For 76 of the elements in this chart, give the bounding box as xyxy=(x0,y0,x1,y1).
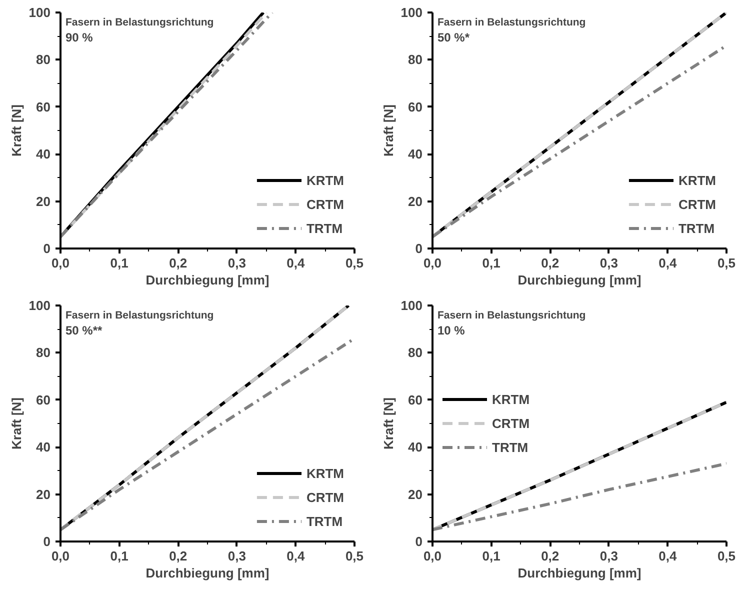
legend-label: CRTM xyxy=(306,490,344,504)
y-axis-title: Kraft [N] xyxy=(8,104,24,156)
x-tick-label: 0,2 xyxy=(541,548,560,564)
x-tick-label: 0,5 xyxy=(717,548,736,564)
legend-label: TRTM xyxy=(678,220,715,236)
y-tick-label: 20 xyxy=(36,194,51,209)
y-axis-title: Kraft [N] xyxy=(8,397,24,450)
y-tick-label: 0 xyxy=(415,241,423,256)
x-tick-label: 0,3 xyxy=(228,256,246,270)
x-axis-title: Durchbiegung [mm] xyxy=(146,566,270,580)
x-tick-label: 0,0 xyxy=(423,256,442,270)
legend-label: TRTM xyxy=(306,220,343,236)
text: 50 %* xyxy=(438,30,470,44)
text: 50 %** xyxy=(66,324,103,338)
x-tick-label: 0,5 xyxy=(345,256,364,270)
legend-label: TRTM xyxy=(492,440,528,454)
x-tick-label: 0,5 xyxy=(345,548,364,564)
y-axis-title: Kraft [N] xyxy=(380,397,396,450)
x-tick-label: 0,1 xyxy=(110,548,128,564)
y-tick-label: 0 xyxy=(415,534,423,549)
y-tick-label: 80 xyxy=(408,345,423,360)
y-tick-label: 0 xyxy=(43,534,51,549)
x-tick-label: 0,3 xyxy=(228,548,246,564)
legend-label: CRTM xyxy=(306,196,344,212)
y-tick-label: 60 xyxy=(36,99,51,114)
x-tick-label: 0,3 xyxy=(600,256,618,270)
x-axis-title: Durchbiegung [mm] xyxy=(146,272,270,288)
y-tick-label: 80 xyxy=(36,345,51,360)
x-tick-label: 0,0 xyxy=(51,548,70,564)
legend-label: CRTM xyxy=(492,416,530,430)
chart-title: Fasern in Belastungsrichtung xyxy=(66,310,214,322)
y-tick-label: 0 xyxy=(43,241,51,256)
x-tick-label: 0,4 xyxy=(658,256,678,270)
x-axis-title: Durchbiegung [mm] xyxy=(518,272,642,288)
legend-label: KRTM xyxy=(492,392,530,406)
y-axis-title: Kraft [N] xyxy=(380,104,396,156)
x-tick-label: 0,1 xyxy=(482,548,500,564)
y-tick-label: 80 xyxy=(36,52,51,68)
y-tick-label: 60 xyxy=(36,392,51,408)
y-tick-label: 60 xyxy=(408,392,423,408)
legend-label: KRTM xyxy=(678,172,716,188)
x-tick-label: 0,1 xyxy=(482,256,500,270)
y-tick-label: 40 xyxy=(408,440,423,455)
x-tick-label: 0,3 xyxy=(600,548,618,564)
legend-label: TRTM xyxy=(306,514,343,528)
y-tick-label: 80 xyxy=(408,52,423,68)
y-tick-label: 100 xyxy=(28,5,51,20)
x-tick-label: 0,2 xyxy=(169,548,188,564)
x-tick-label: 0,4 xyxy=(658,548,678,564)
x-tick-label: 0,5 xyxy=(717,256,736,270)
chart-title: Fasern in Belastungsrichtung xyxy=(438,16,586,28)
text: 10 % xyxy=(438,324,466,338)
x-tick-label: 0,0 xyxy=(51,256,70,270)
x-tick-label: 0,1 xyxy=(110,256,128,270)
x-tick-label: 0,4 xyxy=(286,548,306,564)
x-tick-label: 0,2 xyxy=(541,256,560,270)
y-tick-label: 20 xyxy=(36,486,51,502)
legend-label: CRTM xyxy=(678,196,716,212)
text: 90 % xyxy=(66,30,94,44)
y-tick-label: 60 xyxy=(408,99,423,114)
y-tick-label: 20 xyxy=(408,486,423,502)
chart-title: Fasern in Belastungsrichtung xyxy=(438,310,586,322)
y-tick-label: 40 xyxy=(408,146,423,162)
x-axis-title: Durchbiegung [mm] xyxy=(518,566,642,580)
y-tick-label: 40 xyxy=(36,146,51,162)
y-tick-label: 40 xyxy=(36,440,51,455)
legend-label: KRTM xyxy=(306,466,344,480)
x-tick-label: 0,4 xyxy=(286,256,306,270)
legend-label: KRTM xyxy=(306,172,344,188)
y-tick-label: 100 xyxy=(400,298,423,313)
y-tick-label: 100 xyxy=(400,5,423,20)
y-tick-label: 100 xyxy=(28,298,51,313)
y-tick-label: 20 xyxy=(408,194,423,209)
x-tick-label: 0,2 xyxy=(169,256,188,270)
chart-title: Fasern in Belastungsrichtung xyxy=(66,16,214,28)
x-tick-label: 0,0 xyxy=(423,548,442,564)
